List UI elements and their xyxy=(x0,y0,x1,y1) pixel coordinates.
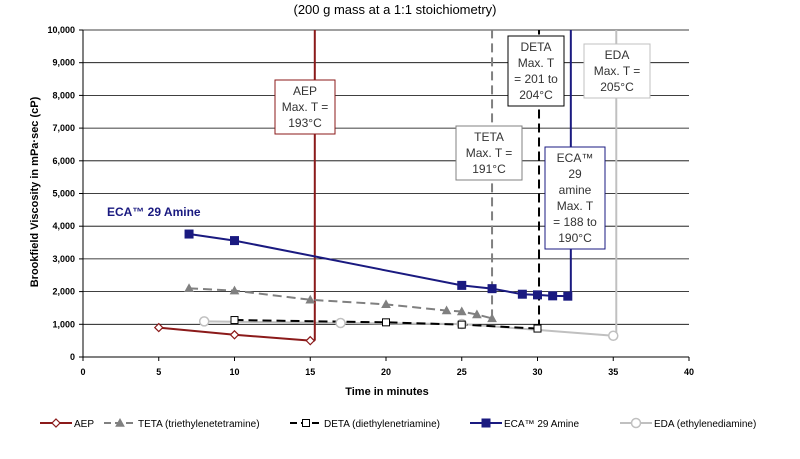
annotation-box-deta xyxy=(507,35,565,107)
y-tick-label: 9,000 xyxy=(52,58,75,68)
annotation-text-teta: 191°C xyxy=(472,162,506,176)
annotation-text-aep: 193°C xyxy=(288,116,322,130)
data-point-deta xyxy=(457,320,466,329)
legend-marker-eda xyxy=(630,417,642,429)
x-tick-label: 40 xyxy=(684,367,694,377)
x-tick-label: 30 xyxy=(532,367,542,377)
annotation-text-eca: 29 xyxy=(568,167,582,181)
legend-label-aep: AEP xyxy=(74,419,94,430)
annotation-text-deta: DETA xyxy=(520,40,551,54)
data-point-eca xyxy=(533,290,542,300)
x-tick-label: 25 xyxy=(457,367,467,377)
data-point-teta xyxy=(305,294,316,304)
legend-label-eda: EDA (ethylenediamine) xyxy=(654,419,756,430)
x-tick-label: 15 xyxy=(305,367,315,377)
data-point-eca xyxy=(184,229,194,239)
data-point-deta xyxy=(382,318,390,327)
annotation-text-eca: Max. T xyxy=(557,199,594,213)
annotation-text-eda: Max. T = xyxy=(594,64,641,78)
y-tick-label: 5,000 xyxy=(52,189,75,199)
data-point-teta xyxy=(487,313,497,323)
annotation-text-deta: 204°C xyxy=(519,88,553,102)
annotation-box-aep xyxy=(274,79,336,135)
annotation-text-deta: = 201 to xyxy=(514,72,558,86)
annotation-box-eca xyxy=(544,146,606,250)
x-tick-label: 0 xyxy=(80,367,85,377)
axes xyxy=(79,29,690,361)
data-point-aep xyxy=(305,335,316,346)
data-point-deta xyxy=(230,316,239,325)
annotation-text-teta: TETA xyxy=(474,130,504,144)
legend-marker-eca xyxy=(481,418,491,428)
series-line-eca xyxy=(188,233,571,298)
annotations: AEP Max. T = 193°C TETA Max. T = 191°C DETA Max… xyxy=(274,35,651,250)
legend-label-teta: TETA (triethylenetetramine) xyxy=(138,419,260,430)
data-point-eca xyxy=(548,291,558,301)
legend-marker-teta xyxy=(115,417,125,427)
tick-labels: 0 1,000 2,000 3,000 4,000 5,000 6,000 7,000 8,00… xyxy=(47,25,694,377)
y-axis-title: Brookfield Viscosity in mPa·sec (cP) xyxy=(29,96,41,287)
annotation-text-eda: EDA xyxy=(605,48,630,62)
annotation-text-eca: ECA™ xyxy=(557,151,594,165)
data-point-teta xyxy=(472,309,482,319)
data-point-eca xyxy=(230,236,239,246)
data-point-aep xyxy=(229,329,240,340)
chart-subtitle: (200 g mass at a 1:1 stoichiometry) xyxy=(293,2,496,17)
y-tick-label: 4,000 xyxy=(52,221,75,231)
grid-lines xyxy=(83,29,689,325)
annotation-text-aep: AEP xyxy=(293,84,317,98)
x-tick-label: 35 xyxy=(608,367,618,377)
annotation-box-eda xyxy=(583,43,651,99)
y-tick-label: 0 xyxy=(70,352,75,362)
data-point-teta xyxy=(381,299,391,309)
annotation-text-teta: Max. T = xyxy=(466,146,513,160)
legend-label-eca: ECA™ 29 Amine xyxy=(504,419,579,430)
y-tick-label: 3,000 xyxy=(52,254,75,264)
x-tick-label: 20 xyxy=(381,367,391,377)
data-point-teta xyxy=(184,283,194,293)
y-tick-label: 10,000 xyxy=(47,25,75,35)
annotation-text-eda: 205°C xyxy=(600,80,634,94)
y-tick-label: 1,000 xyxy=(52,319,75,329)
data-point-eca xyxy=(563,291,573,301)
data-point-eca xyxy=(457,280,467,290)
series-line-teta xyxy=(188,287,493,320)
annotation-text-eca: = 188 to xyxy=(553,215,597,229)
data-point-teta xyxy=(229,285,240,295)
legend-label-deta: DETA (diethylenetriamine) xyxy=(324,419,440,430)
x-tick-label: 10 xyxy=(229,367,239,377)
series-markers xyxy=(153,229,619,346)
y-tick-label: 8,000 xyxy=(52,90,75,100)
legend-marker-aep xyxy=(51,418,61,428)
data-point-eda xyxy=(335,317,346,329)
annotation-text-eca: 190°C xyxy=(558,231,592,245)
data-point-teta xyxy=(441,305,452,315)
annotation-text-deta: Max. T xyxy=(518,56,555,70)
data-point-eda xyxy=(608,330,619,341)
y-tick-label: 7,000 xyxy=(52,123,75,133)
y-tick-label: 2,000 xyxy=(52,287,75,297)
data-point-eca xyxy=(487,284,497,294)
legend-marker-deta xyxy=(302,419,310,427)
annotation-text-aep: Max. T = xyxy=(282,100,329,114)
legend: AEP TETA (triethylenetetramine) DETA (diet… xyxy=(40,417,756,430)
eca-inline-label: ECA™ 29 Amine xyxy=(107,205,201,219)
data-point-teta xyxy=(456,306,467,316)
data-point-aep xyxy=(153,322,164,333)
x-axis-title: Time in minutes xyxy=(345,386,429,398)
annotation-text-eca: amine xyxy=(559,183,592,197)
data-point-deta xyxy=(533,324,542,333)
data-point-eda xyxy=(198,316,210,327)
x-tick-label: 5 xyxy=(156,367,161,377)
y-tick-label: 6,000 xyxy=(52,156,75,166)
annotation-box-teta xyxy=(455,125,523,181)
data-point-eca xyxy=(517,289,527,299)
